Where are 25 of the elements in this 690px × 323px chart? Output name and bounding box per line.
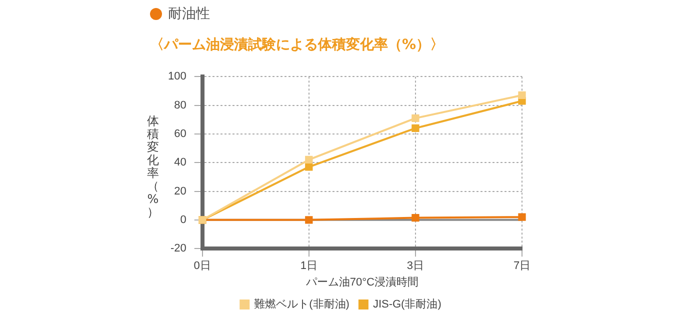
y-tick-label: -20 xyxy=(170,242,186,255)
x-tick-label: 7日 xyxy=(513,260,531,272)
x-tick-label: 3日 xyxy=(406,260,424,272)
y-axis-title: 体積変化率（%） xyxy=(146,114,160,219)
y-tick-label: 40 xyxy=(174,156,186,169)
point xyxy=(305,216,313,224)
x-tick-label: 1日 xyxy=(300,260,318,272)
point xyxy=(412,214,420,222)
point xyxy=(305,163,313,171)
x-tick-label: 0日 xyxy=(194,260,211,272)
chart-title: 〈パーム油浸漬試験による体積変化率（%）〉 xyxy=(150,36,444,54)
point xyxy=(518,91,526,100)
chart-subtitle: 耐油性 xyxy=(168,5,210,23)
point xyxy=(305,156,313,164)
y-tick-label: 0 xyxy=(180,214,186,226)
y-tick-label: 60 xyxy=(174,128,186,140)
point xyxy=(412,124,420,132)
x-axis-title: パーム油70°C浸漬時間 xyxy=(304,275,418,288)
legend-label: JIS-G(非耐油) xyxy=(372,298,442,311)
y-tick-label: 100 xyxy=(168,70,186,83)
y-tick-label: 20 xyxy=(174,185,186,198)
point xyxy=(412,114,420,122)
legend-label: 難燃ベルト(非耐油) xyxy=(254,298,350,311)
point xyxy=(518,213,526,221)
y-tick-label: 80 xyxy=(174,99,186,112)
